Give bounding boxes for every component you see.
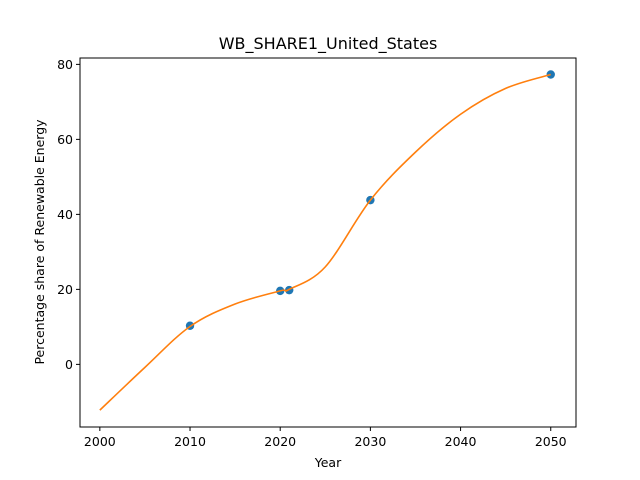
- y-tick-label: 20: [57, 282, 73, 297]
- fit-curve-line: [99, 73, 551, 411]
- plot-area: [80, 58, 576, 427]
- y-tick-label: 80: [57, 57, 73, 72]
- x-tick-label: 2000: [84, 434, 116, 449]
- series-layer: [99, 70, 555, 411]
- y-tick-label: 0: [65, 357, 73, 372]
- y-tick-label: 40: [57, 207, 73, 222]
- y-axis-label: Percentage share of Renewable Energy: [32, 119, 47, 365]
- x-tick-label: 2020: [264, 434, 296, 449]
- x-axis-label: Year: [314, 455, 342, 470]
- y-axis-ticks: 0 20 40 60 80: [57, 57, 80, 372]
- x-tick-label: 2030: [354, 434, 386, 449]
- x-tick-label: 2040: [445, 434, 477, 449]
- plot-frame: [79, 57, 577, 428]
- chart-title: WB_SHARE1_United_States: [219, 34, 438, 54]
- x-tick-label: 2010: [174, 434, 206, 449]
- y-tick-label: 60: [57, 132, 73, 147]
- x-axis-ticks: 2000 2010 2020 2030 2040 2050: [84, 427, 567, 449]
- x-tick-label: 2050: [535, 434, 567, 449]
